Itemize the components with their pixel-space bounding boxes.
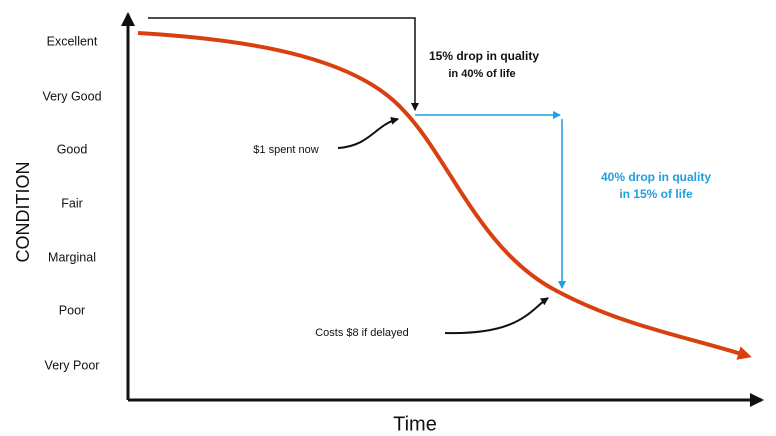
x-axis-title: Time: [393, 413, 437, 435]
level-label: Excellent: [47, 34, 98, 48]
annotation: 40% drop in quality: [601, 170, 711, 184]
level-label: Fair: [61, 196, 83, 210]
pointer-arrow: [337, 116, 399, 149]
level-label: Very Poor: [45, 358, 100, 372]
pointer-arrow: [444, 297, 549, 335]
deterioration-curve: [137, 31, 752, 360]
first-drop-arrow: [148, 17, 419, 111]
annotation: in 40% of life: [448, 68, 515, 80]
y-axis-title: CONDITION: [13, 162, 33, 263]
annotation: $1 spent now: [253, 144, 318, 156]
level-label: Good: [57, 142, 88, 156]
levels: Excellent Very Good Good Fair Marginal P…: [42, 34, 101, 372]
level-label: Very Good: [42, 89, 101, 103]
annotation: Costs $8 if delayed: [315, 327, 409, 339]
annotation: 15% drop in quality: [429, 49, 539, 63]
annotation: in 15% of life: [619, 187, 693, 201]
axes: [121, 12, 764, 407]
level-label: Poor: [59, 303, 85, 317]
level-label: Marginal: [48, 250, 96, 264]
